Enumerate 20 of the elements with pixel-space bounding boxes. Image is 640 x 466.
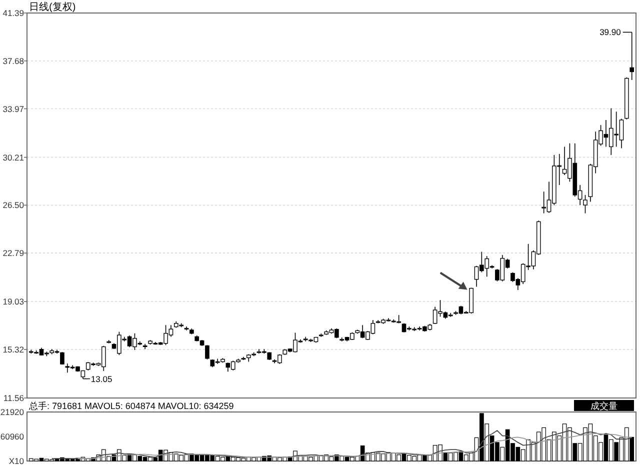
y-tick-label: 11.56 [3, 393, 24, 403]
text: 成交量 [590, 401, 618, 411]
candlestick [205, 344, 210, 360]
y-tick-label: 26.50 [2, 200, 24, 210]
text: 21920 [0, 407, 24, 417]
y-tick-label: 37.68 [2, 56, 24, 66]
candlestick [60, 352, 64, 365]
y-tick-label: 19.03 [2, 296, 24, 307]
candlestick [583, 194, 588, 214]
annotation: 13.05 [90, 374, 112, 384]
y-tick-label: 33.97 [2, 104, 24, 114]
y-tick-label: 41.39 [2, 8, 24, 18]
y-tick-label: 15.32 [2, 344, 24, 354]
text: X10 [8, 456, 24, 466]
chart-title: 日线(复权) [29, 1, 76, 13]
y-tick-label: 22.79 [2, 248, 24, 258]
y-tick-label: 30.21 [2, 152, 24, 162]
annotation: 39.90 [600, 27, 622, 38]
text: 总手: 791681 MAVOL5: 604874 MAVOL10: 634259 [28, 401, 234, 411]
text: 60960 [0, 432, 24, 442]
